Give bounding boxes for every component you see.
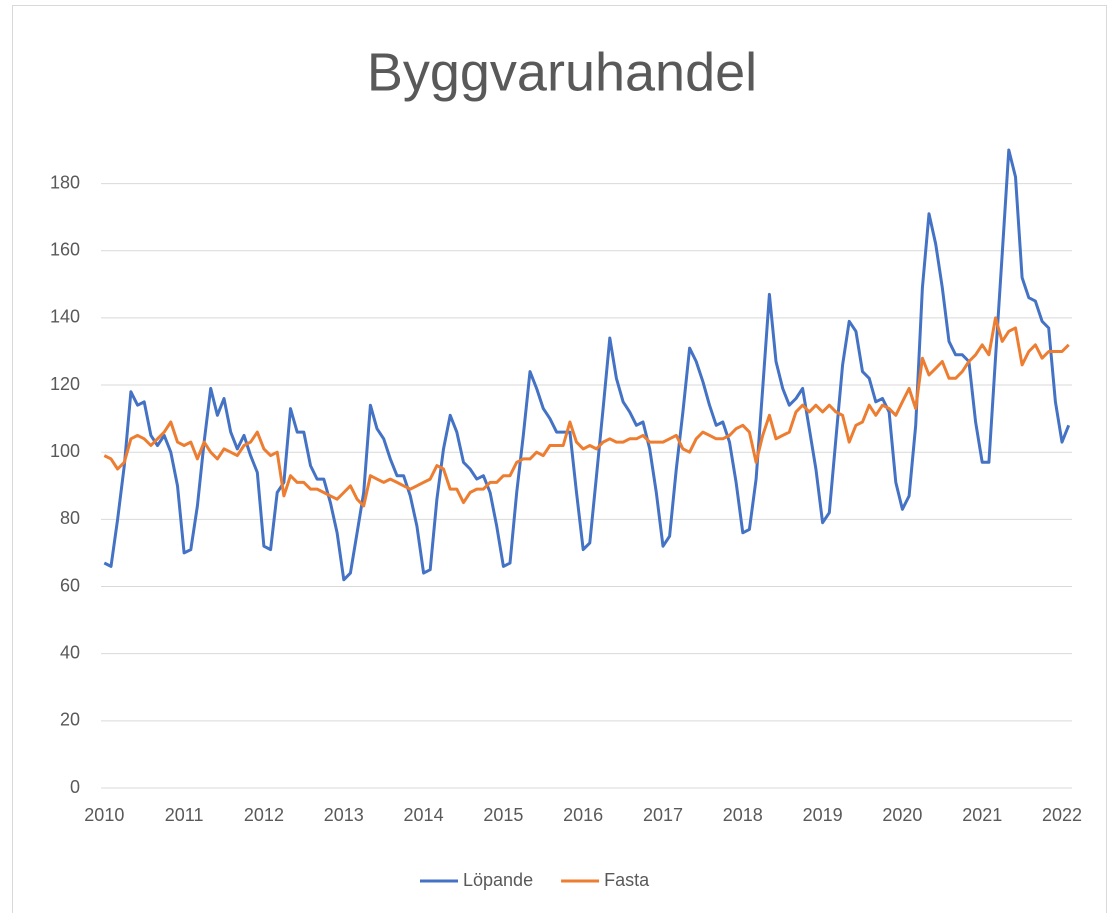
y-tick-label: 0	[70, 777, 80, 797]
legend-label: Fasta	[604, 870, 650, 890]
x-tick-label: 2011	[165, 805, 204, 825]
y-tick-label: 40	[60, 642, 80, 662]
y-tick-label: 120	[50, 374, 80, 394]
series-line	[103, 148, 1071, 582]
x-tick-label: 2015	[483, 805, 523, 825]
y-tick-label: 100	[50, 441, 80, 461]
x-tick-label: 2022	[1042, 805, 1082, 825]
x-tick-label: 2019	[803, 805, 843, 825]
x-tick-label: 2021	[962, 805, 1002, 825]
chart-title: Byggvaruhandel	[367, 42, 757, 102]
legend-label: Löpande	[463, 870, 533, 890]
y-tick-label: 180	[50, 172, 80, 192]
y-tick-label: 140	[50, 307, 80, 327]
x-tick-label: 2017	[643, 805, 683, 825]
x-tick-label: 2010	[84, 805, 124, 825]
series-line	[103, 316, 1070, 508]
x-tick-label: 2013	[324, 805, 364, 825]
x-tick-label: 2012	[244, 805, 284, 825]
y-tick-label: 80	[60, 508, 80, 528]
x-tick-label: 2014	[404, 805, 444, 825]
chart-frame	[12, 5, 1107, 913]
y-tick-label: 160	[50, 239, 80, 259]
y-tick-label: 60	[60, 575, 80, 595]
x-tick-label: 2018	[723, 805, 763, 825]
x-tick-label: 2020	[882, 805, 922, 825]
x-tick-label: 2016	[563, 805, 603, 825]
y-tick-label: 20	[60, 710, 80, 730]
